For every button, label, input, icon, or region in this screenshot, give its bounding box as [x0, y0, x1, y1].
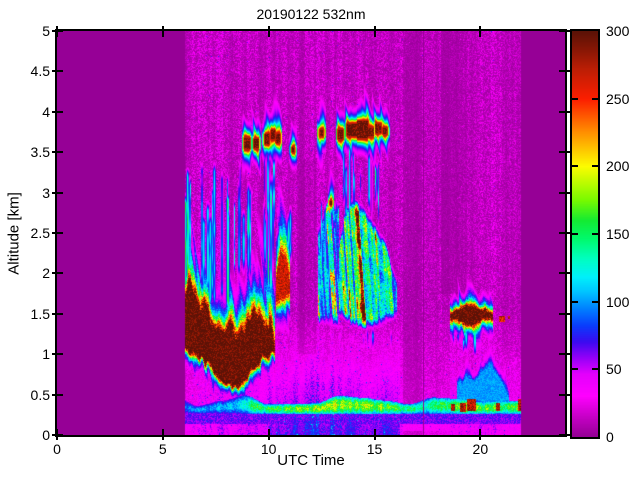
x-tick-label: 0 — [53, 441, 61, 457]
y-tick-label: 0 — [42, 427, 50, 443]
y-tick-label: 4.5 — [30, 63, 50, 80]
y-tick-label: 1 — [42, 346, 50, 363]
colorbar-tick-label: 300 — [606, 23, 630, 39]
y-tick-label: 0.5 — [30, 386, 50, 403]
colorbar-tick-label: 150 — [606, 226, 630, 242]
colorbar-tick-label: 50 — [606, 361, 622, 378]
y-tick-label: 3 — [42, 184, 50, 201]
chart-title: 20190122 532nm — [256, 6, 366, 22]
y-tick-label: 2 — [42, 265, 50, 282]
y-tick-label: 1.5 — [30, 305, 50, 322]
y-tick-label: 4 — [42, 103, 50, 120]
colorbar-canvas — [572, 31, 598, 437]
colorbar-tick-label: 200 — [606, 158, 630, 175]
colorbar-tick-label: 0 — [606, 429, 614, 445]
y-tick-label: 5 — [42, 23, 50, 39]
x-tick-label: 5 — [158, 441, 167, 457]
x-tick-label: 15 — [366, 441, 383, 457]
x-tick-label: 20 — [472, 441, 489, 457]
heatmap-canvas — [57, 31, 565, 435]
colorbar-tick-label: 250 — [606, 90, 630, 107]
colorbar-tick-label: 100 — [606, 293, 630, 310]
x-tick-label: 10 — [260, 441, 277, 457]
y-tick-label: 3.5 — [30, 144, 50, 161]
y-tick-label: 2.5 — [30, 225, 50, 241]
x-axis-label: UTC Time — [277, 452, 345, 469]
